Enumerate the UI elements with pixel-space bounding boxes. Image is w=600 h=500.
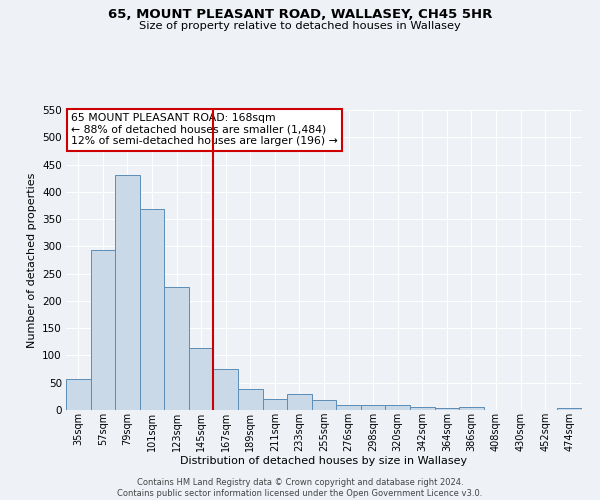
Bar	[66, 379, 91, 410]
Bar	[238, 390, 263, 410]
Text: Contains HM Land Registry data © Crown copyright and database right 2024.
Contai: Contains HM Land Registry data © Crown c…	[118, 478, 482, 498]
Y-axis label: Number of detached properties: Number of detached properties	[26, 172, 37, 348]
Bar	[91, 250, 115, 410]
Bar	[361, 404, 385, 410]
Text: Size of property relative to detached houses in Wallasey: Size of property relative to detached ho…	[139, 21, 461, 31]
X-axis label: Distribution of detached houses by size in Wallasey: Distribution of detached houses by size …	[181, 456, 467, 466]
Bar	[459, 408, 484, 410]
Bar	[312, 400, 336, 410]
Bar	[557, 408, 582, 410]
Bar	[140, 210, 164, 410]
Text: 65 MOUNT PLEASANT ROAD: 168sqm
← 88% of detached houses are smaller (1,484)
12% : 65 MOUNT PLEASANT ROAD: 168sqm ← 88% of …	[71, 113, 338, 146]
Bar	[164, 286, 189, 410]
Bar	[434, 408, 459, 410]
Bar	[287, 394, 312, 410]
Bar	[410, 406, 434, 410]
Bar	[336, 405, 361, 410]
Text: 65, MOUNT PLEASANT ROAD, WALLASEY, CH45 5HR: 65, MOUNT PLEASANT ROAD, WALLASEY, CH45 …	[108, 8, 492, 20]
Bar	[263, 399, 287, 410]
Bar	[115, 176, 140, 410]
Bar	[385, 405, 410, 410]
Bar	[214, 368, 238, 410]
Bar	[189, 348, 214, 410]
